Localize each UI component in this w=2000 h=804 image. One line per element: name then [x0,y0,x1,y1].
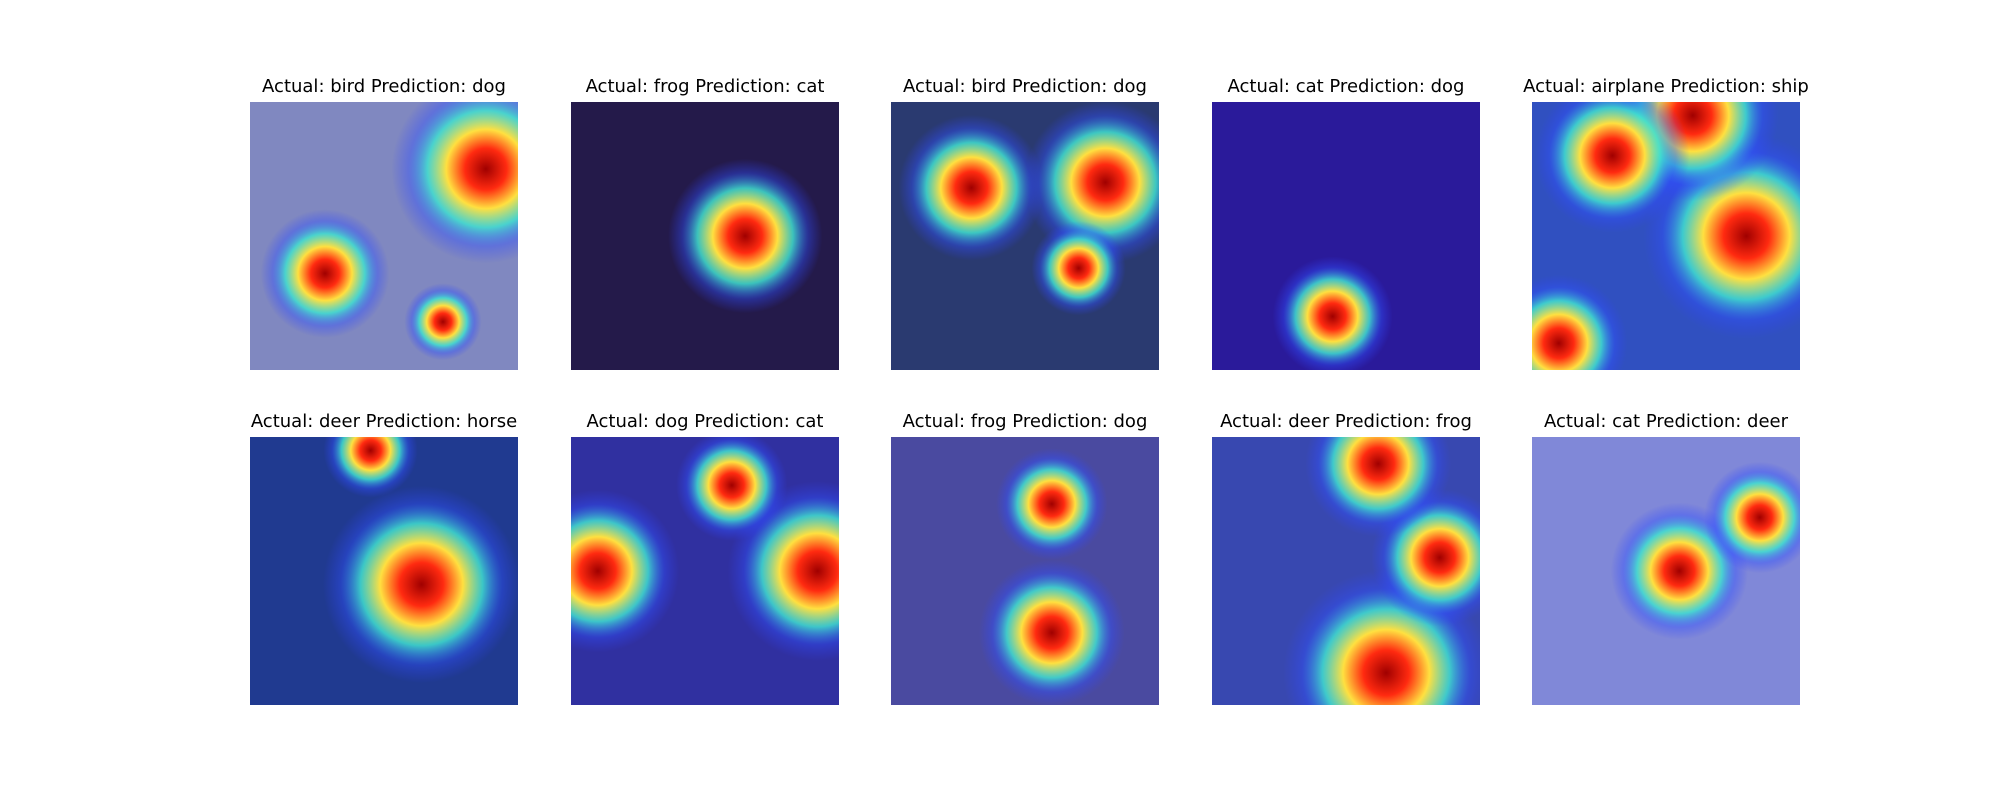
panel-title: Actual: bird Prediction: dog [262,76,506,97]
panel-title: Actual: airplane Prediction: ship [1523,76,1809,97]
heat-blob [404,283,482,361]
panel-title: Actual: bird Prediction: dog [903,76,1147,97]
heat-blob [323,437,418,498]
heatmap-image [891,102,1159,370]
heat-blob [571,489,680,653]
heat-blob [260,209,390,338]
heatmap-image [1212,102,1480,370]
panel: Actual: dog Prediction: cat [571,411,839,705]
heat-blob [996,448,1108,560]
panel-title: Actual: cat Prediction: deer [1544,411,1789,432]
panel-title: Actual: dog Prediction: cat [587,411,824,432]
panel-title: Actual: frog Prediction: dog [903,411,1148,432]
panel: Actual: deer Prediction: frog [1212,411,1480,705]
heat-blob [1272,256,1393,370]
heatmap-image [891,437,1159,705]
panel-title: Actual: cat Prediction: dog [1228,76,1465,97]
heat-blob [322,485,518,683]
heat-blob [898,114,1045,261]
panel-title: Actual: deer Prediction: horse [251,411,517,432]
heat-blob [1704,461,1800,574]
panel: Actual: bird Prediction: dog [250,76,518,370]
heatmap-image [250,102,518,370]
heat-blob [1535,102,1690,233]
heatmap-image [571,102,839,370]
heat-blob [676,437,788,541]
panel: Actual: bird Prediction: dog [891,76,1159,370]
panel: Actual: frog Prediction: dog [891,411,1159,705]
heatmap-image [250,437,518,705]
panel-title: Actual: frog Prediction: cat [586,76,825,97]
heat-blob [1031,220,1126,316]
panel: Actual: frog Prediction: cat [571,76,839,370]
heatmap-image [1532,437,1800,705]
panel: Actual: cat Prediction: deer [1532,411,1800,705]
heat-blob [1305,437,1452,537]
panel: Actual: airplane Prediction: ship [1523,76,1809,370]
heat-blob [978,559,1125,705]
heat-blob [1023,102,1159,264]
heat-blob [668,158,823,314]
heat-blob [391,102,518,264]
panel: Actual: cat Prediction: dog [1212,76,1480,370]
panel: Actual: deer Prediction: horse [250,411,518,705]
heatmap-image [571,437,839,705]
heat-blob [1532,274,1628,370]
panel-title: Actual: deer Prediction: frog [1220,411,1472,432]
heatmap-image [1532,102,1800,370]
heatmap-image [1212,437,1480,705]
